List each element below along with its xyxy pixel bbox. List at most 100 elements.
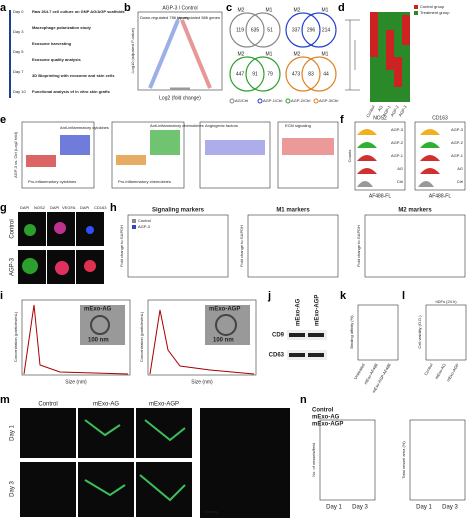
plot-title: NOS2: [373, 115, 387, 121]
legend-swatch: [414, 5, 418, 9]
venn-circle: [245, 12, 281, 48]
legend-label: AGP-3/Ctrl: [319, 98, 338, 103]
annotation: Down-regulated 786 genes: [140, 15, 188, 20]
panel-letter: c: [226, 2, 232, 14]
y-axis-label: Fold change to GAPDH: [356, 225, 361, 267]
column-label: AGP-1: [381, 104, 392, 118]
legend-swatch: [257, 98, 263, 104]
column-label: Control: [38, 402, 57, 408]
y-axis-label: No. of vessels/field: [311, 443, 316, 477]
group-label: Anti-inflammatory chemokines: [150, 123, 204, 128]
legend-swatch: [313, 98, 319, 104]
legend-swatch: [229, 98, 235, 104]
overlay-label: Overlay: [204, 509, 218, 514]
step-text: Functional analysis of in vitro skin gra…: [32, 89, 111, 94]
plot-frame: [21, 121, 95, 189]
y-axis-label: Total vessel area (%): [401, 441, 406, 479]
x-axis-label: Size (nm): [191, 379, 213, 385]
venn-count: 635: [251, 27, 260, 33]
legend-label: Control: [312, 408, 334, 414]
group-label: Pro-inflammatory chemokines: [118, 179, 171, 184]
x-tick-label: mExo-AG: [434, 363, 447, 381]
sample-label: mExo-AG: [84, 307, 112, 313]
plot-title: hDFs (24 h): [435, 299, 457, 304]
legend-label: Control: [138, 218, 151, 223]
nta-curve: [149, 309, 255, 375]
legend-label: AGP-3: [138, 224, 151, 229]
plot-frame: [127, 214, 229, 278]
panel-letter: e: [0, 114, 6, 126]
plot-frame: [364, 214, 466, 278]
row-label: AGP-3: [451, 127, 464, 132]
y-axis-label: AGP-3 vs. Ctrl (Log2 fold): [13, 131, 18, 177]
sample-label: mExo-AGP: [209, 307, 240, 313]
column-label: Control: [365, 104, 376, 118]
column-label: AG: [377, 105, 384, 113]
venn-set: M1: [266, 51, 273, 57]
step-text: Exosome harvesting: [32, 41, 72, 46]
row-label: Day 3: [10, 481, 16, 497]
plot-title: AGP-3 / Control: [162, 5, 197, 11]
panel-letter: a: [0, 2, 7, 14]
group-label: Angiogenic factors: [205, 123, 238, 128]
legend-label: AG/Ctrl: [235, 98, 248, 103]
day-label: Day 3: [13, 29, 24, 34]
legend-swatch: [132, 225, 136, 229]
column-label: mExo-AGP: [149, 402, 179, 408]
scale-bar: 100 nm: [213, 338, 234, 344]
x-axis-label: Log2 (fold change): [159, 95, 201, 101]
plot-frame: [409, 419, 466, 501]
venn-circle: [229, 56, 265, 92]
legend-label: AGP-1/Ctrl: [263, 98, 282, 103]
y-axis-label: Fold change to GAPDH: [119, 225, 124, 267]
venn-count: 83: [308, 71, 314, 77]
venn-count: 51: [267, 27, 273, 33]
legend-swatch: [285, 98, 291, 104]
venn-count: 447: [236, 71, 245, 77]
row-label: Ctrl: [397, 179, 403, 184]
venn-circle: [301, 56, 337, 92]
layout: [9, 10, 467, 518]
panel-letter: j: [267, 290, 271, 302]
plot-frame: [319, 419, 376, 501]
x-tick-label: Day 3: [442, 505, 458, 511]
step-text: 3D Bioprinting with exosome and skin cel…: [32, 73, 115, 78]
panel-letter: d: [338, 2, 345, 14]
plot-frame: [111, 121, 185, 189]
tem-image: [80, 305, 125, 345]
step-text: Raw 264.7 cell culture on GNP AG/AGP sca…: [32, 9, 125, 14]
day-label: Day 5: [13, 49, 24, 54]
plot-title: CD163: [432, 115, 448, 121]
plot-title: Signaling markers: [152, 208, 205, 214]
plot-frame: [147, 299, 257, 376]
row-label: Ctrl: [457, 179, 463, 184]
legend-swatch: [414, 11, 418, 15]
row-label: AGP-2: [391, 140, 404, 145]
venn-circle: [301, 12, 337, 48]
row-label: AG: [397, 166, 403, 171]
stain-label: DAPI: [20, 205, 29, 210]
venn-circle: [245, 56, 281, 92]
step-text: Exosome quality analysis: [32, 57, 81, 62]
venn-circle: [285, 12, 321, 48]
day-label: Day 0: [13, 9, 24, 14]
plot-title: M2 markers: [398, 208, 432, 214]
volcano-points: [148, 19, 212, 91]
row-label: AGP-3: [10, 257, 16, 276]
x-axis-label: AF488-FL: [369, 193, 391, 199]
row-label: Day 1: [10, 425, 16, 441]
stain-label: CD163: [94, 205, 107, 210]
column-label: mExo-AG: [296, 298, 302, 326]
venn-count: 44: [323, 71, 329, 77]
plot-frame: [277, 121, 339, 189]
venn-count: 473: [292, 71, 301, 77]
venn-count: 119: [236, 27, 244, 33]
y-axis-label: Concentration (particles/mL): [13, 311, 18, 362]
plot-frame: [357, 304, 399, 361]
flow-histograms: [354, 121, 466, 191]
row-label: CD63: [269, 353, 285, 359]
legend-label: mExo-AGP: [312, 422, 343, 428]
bars-deco: [26, 130, 334, 167]
